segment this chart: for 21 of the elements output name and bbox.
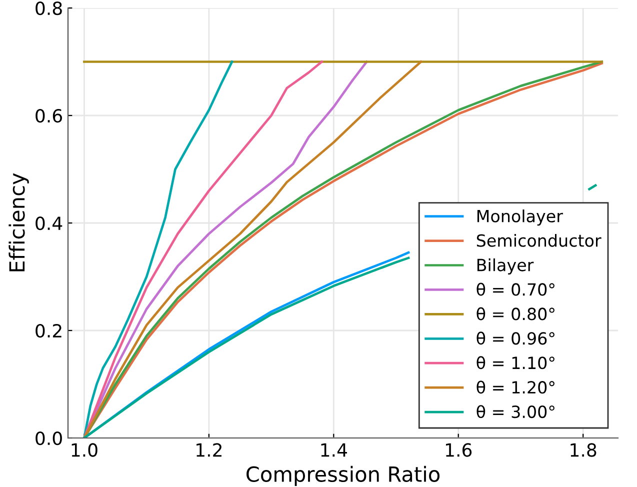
y-tick-label: 0.4 xyxy=(36,216,62,230)
legend-label: θ = 3.00° xyxy=(476,405,554,418)
legend-label: Semiconductor xyxy=(476,234,602,247)
y-tick-label: 0.2 xyxy=(36,324,62,338)
legend-label: θ = 0.96° xyxy=(476,332,554,345)
legend-label: θ = 0.70° xyxy=(476,282,554,296)
x-tick-label: 1.0 xyxy=(72,443,98,457)
y-tick-label: 0.8 xyxy=(36,1,62,16)
legend-label: θ = 1.20° xyxy=(476,380,554,394)
x-tick-label: 1.6 xyxy=(446,443,472,457)
legend-label: θ = 0.80° xyxy=(476,307,554,320)
legend-label: Bilayer xyxy=(477,258,534,275)
legend-label: Monolayer xyxy=(477,209,563,226)
x-axis-title: Compression Ratio xyxy=(246,466,440,486)
y-axis-title: Efficiency xyxy=(8,173,29,272)
x-tick-label: 1.2 xyxy=(196,443,222,457)
y-tick-label: 0.0 xyxy=(36,431,62,446)
x-tick-label: 1.4 xyxy=(321,443,347,457)
y-tick-label: 0.6 xyxy=(36,108,62,123)
x-tick-label: 1.8 xyxy=(570,443,596,457)
legend-label: θ = 1.10° xyxy=(476,356,554,370)
